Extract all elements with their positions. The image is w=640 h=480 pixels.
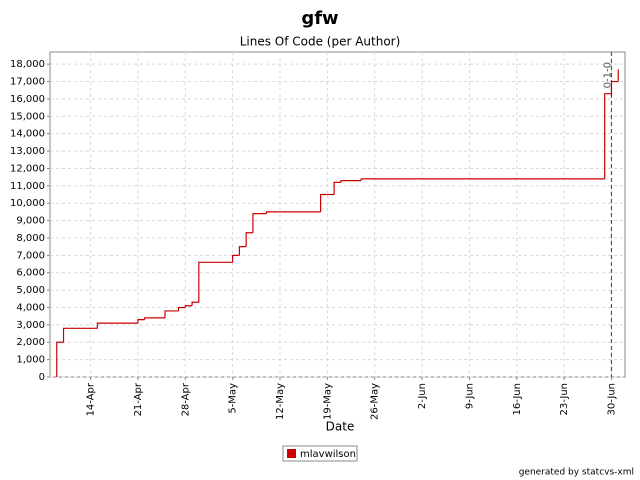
y-tick-label: 4,000 (16, 302, 45, 313)
x-tick-label: 5-May (228, 383, 239, 414)
line-step (137, 319, 145, 324)
chart-title: gfw (301, 8, 338, 29)
y-tick-label: 18,000 (10, 59, 45, 70)
y-tick-label: 15,000 (10, 111, 45, 122)
x-tick-label: 26-May (370, 383, 381, 420)
line-step (252, 213, 267, 233)
line-step (56, 341, 64, 377)
line-step (232, 254, 240, 263)
y-tick-label: 14,000 (10, 129, 45, 140)
line-step (238, 246, 247, 256)
legend-box (282, 445, 358, 462)
y-tick-label: 2,000 (16, 337, 45, 348)
y-tick-label: 1,000 (16, 355, 45, 366)
footer: generated by statcvs-xml (519, 468, 634, 478)
x-tick-label: 14-Apr (86, 382, 97, 416)
legend-label: mlavwilson (300, 449, 356, 460)
y-tick-label: 12,000 (10, 163, 45, 174)
x-tick-label: 30-Jun (606, 383, 617, 416)
y-tick-label: 9,000 (16, 216, 45, 227)
line-step (164, 310, 179, 318)
line-step (184, 305, 193, 308)
y-tick-label: 17,000 (10, 77, 45, 88)
line-step (319, 193, 335, 212)
x-tick-label: 9-Jun (464, 383, 475, 409)
y-tick-label: 8,000 (16, 233, 45, 244)
y-tick-label: 5,000 (16, 285, 45, 296)
y-tick-label: 3,000 (16, 320, 45, 331)
line-step (265, 211, 321, 214)
chart-subtitle: Lines Of Code (per Author) (240, 35, 401, 49)
y-tick-label: 16,000 (10, 94, 45, 105)
y-tick-label: 6,000 (16, 268, 45, 279)
line-step (96, 322, 138, 329)
x-tick-label: 19-May (322, 383, 333, 420)
y-tick-label: 13,000 (10, 146, 45, 157)
y-tick-label: 11,000 (10, 181, 45, 192)
line-step (198, 261, 233, 278)
legend-swatch (287, 449, 296, 458)
x-tick-label: 21-Apr (133, 382, 144, 416)
x-tick-label: 2-Jun (417, 383, 428, 409)
annotation-label: 0-1-0 (602, 62, 613, 88)
line-step (62, 327, 98, 343)
line-step (245, 232, 253, 247)
x-tick-label: 23-Jun (559, 383, 570, 416)
x-axis-label: Date (326, 420, 355, 434)
x-tick-label: 28-Apr (180, 382, 191, 416)
line-step (333, 181, 341, 195)
line-step (340, 180, 362, 183)
plot-area (49, 51, 626, 378)
y-tick-label: 7,000 (16, 250, 45, 261)
series-line (56, 69, 619, 377)
line-step (360, 178, 605, 181)
x-tick-label: 12-May (275, 383, 286, 420)
x-tick-label: 16-Jun (512, 383, 523, 416)
y-tick-label: 10,000 (10, 198, 45, 209)
line-step (191, 301, 199, 306)
line-step (144, 317, 165, 320)
line-step (610, 80, 619, 96)
y-tick-label: 0 (39, 372, 45, 383)
line-step (177, 306, 186, 311)
line-step (604, 93, 612, 179)
